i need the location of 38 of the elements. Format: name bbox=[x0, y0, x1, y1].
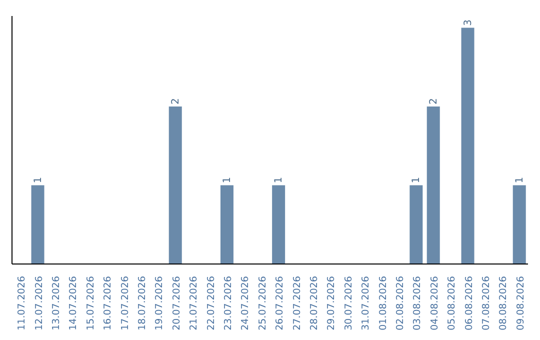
x-tick-label: 12.07.2026 bbox=[34, 276, 45, 330]
x-tick-label: 04.08.2026 bbox=[429, 276, 440, 330]
x-tick-label: 14.07.2026 bbox=[68, 276, 80, 330]
x-tick-label: 29.07.2026 bbox=[326, 276, 338, 330]
x-tick-label: 03.08.2026 bbox=[412, 276, 424, 330]
x-tick-label: 08.08.2026 bbox=[498, 276, 510, 330]
x-tick-label: 01.08.2026 bbox=[378, 276, 389, 330]
x-tick-label: 07.08.2026 bbox=[481, 276, 492, 330]
x-tick-label: 02.08.2026 bbox=[395, 276, 406, 330]
x-tick-label: 20.07.2026 bbox=[171, 276, 182, 330]
x-tick-label: 24.07.2026 bbox=[240, 276, 252, 330]
x-tick-label: 31.07.2026 bbox=[360, 276, 372, 330]
x-tick-label: 27.07.2026 bbox=[292, 276, 303, 330]
x-tick-label: 11.07.2026 bbox=[16, 276, 28, 330]
x-tick-label: 05.08.2026 bbox=[446, 276, 458, 330]
x-tick-label: 23.07.2026 bbox=[223, 276, 234, 330]
x-tick-label: 09.08.2026 bbox=[515, 276, 526, 330]
x-tick-label: 16.07.2026 bbox=[102, 276, 114, 330]
data-label: 1 bbox=[274, 176, 285, 184]
data-label: 2 bbox=[170, 98, 182, 105]
x-tick-label: 13.07.2026 bbox=[51, 276, 62, 330]
x-tick-label: 30.07.2026 bbox=[343, 276, 354, 330]
data-label: 2 bbox=[428, 98, 440, 105]
x-tick-label: 18.07.2026 bbox=[137, 276, 148, 330]
data-label: 1 bbox=[32, 176, 44, 184]
x-tick-label: 06.08.2026 bbox=[464, 276, 475, 330]
x-tick-label: 25.07.2026 bbox=[257, 276, 268, 330]
data-label: 1 bbox=[411, 176, 422, 184]
data-label: 1 bbox=[514, 176, 526, 184]
data-label: 3 bbox=[462, 19, 474, 26]
x-tick-label: 22.07.2026 bbox=[206, 276, 217, 330]
x-tick-label: 28.07.2026 bbox=[309, 276, 320, 330]
x-tick-label: 15.07.2026 bbox=[85, 276, 96, 330]
data-label: 1 bbox=[222, 176, 233, 184]
x-tick-label: 19.07.2026 bbox=[154, 276, 166, 330]
x-tick-label: 26.07.2026 bbox=[274, 276, 286, 330]
x-tick-label: 21.07.2026 bbox=[188, 276, 200, 330]
x-tick-label: 17.07.2026 bbox=[120, 276, 131, 330]
